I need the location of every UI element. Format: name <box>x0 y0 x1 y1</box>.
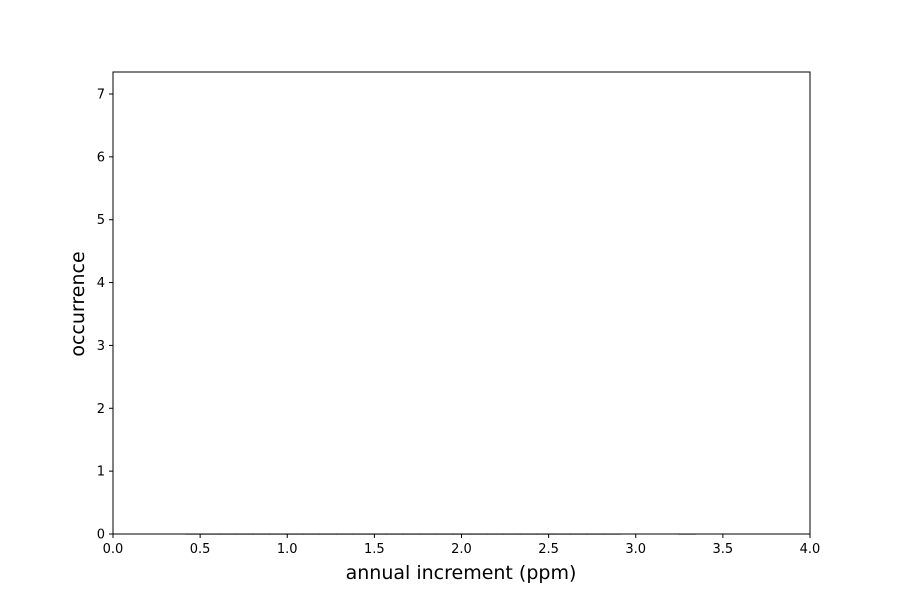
x-tick-label: 4.0 <box>800 542 821 557</box>
x-tick-label: 1.5 <box>364 542 385 557</box>
y-tick-label: 3 <box>97 339 105 354</box>
y-tick-label: 0 <box>97 528 105 543</box>
y-tick-label: 4 <box>97 276 105 291</box>
y-tick-label: 7 <box>97 88 105 103</box>
x-tick-label: 1.0 <box>277 542 298 557</box>
y-tick-label: 1 <box>97 465 105 480</box>
axes-frame <box>112 71 811 535</box>
y-tick-label: 6 <box>97 150 105 165</box>
x-tick-label: 3.0 <box>625 542 646 557</box>
plot-background <box>113 72 810 534</box>
x-tick-label: 2.5 <box>538 542 559 557</box>
x-tick-label: 0.0 <box>103 542 124 557</box>
plot-area <box>112 71 811 535</box>
x-tick-label: 0.5 <box>190 542 211 557</box>
x-tick-label: 2.0 <box>451 542 472 557</box>
y-tick-label: 2 <box>97 402 105 417</box>
y-axis-ticks: 0 1 2 3 4 5 6 7 <box>97 88 113 543</box>
y-tick-label: 5 <box>97 213 105 228</box>
x-axis-label: annual increment (ppm) <box>346 562 577 584</box>
x-axis-ticks: 0.0 0.5 1.0 1.5 2.0 2.5 3.0 3.5 4.0 <box>103 534 821 557</box>
x-tick-label: 3.5 <box>713 542 734 557</box>
y-axis-label: occurrence <box>67 251 89 356</box>
